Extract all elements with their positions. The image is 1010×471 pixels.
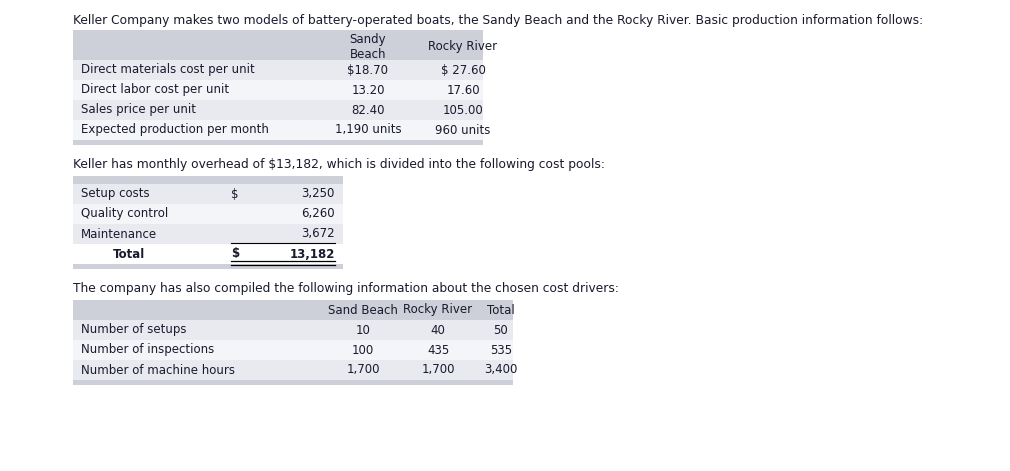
- Text: 13,182: 13,182: [290, 247, 335, 260]
- Text: 3,400: 3,400: [485, 364, 518, 376]
- Bar: [73, 140, 483, 145]
- Bar: [73, 100, 483, 120]
- Text: Total: Total: [487, 303, 515, 317]
- Text: Rocky River: Rocky River: [403, 303, 473, 317]
- Text: Expected production per month: Expected production per month: [81, 123, 269, 137]
- Bar: [73, 120, 483, 140]
- Text: Maintenance: Maintenance: [81, 227, 158, 241]
- Text: Keller Company makes two models of battery-operated boats, the Sandy Beach and t: Keller Company makes two models of batte…: [73, 14, 923, 27]
- Text: Sandy
Beach: Sandy Beach: [349, 33, 386, 61]
- Text: 40: 40: [430, 324, 445, 336]
- Text: Setup costs: Setup costs: [81, 187, 149, 201]
- Text: Total: Total: [113, 247, 145, 260]
- Text: 435: 435: [427, 343, 449, 357]
- Text: 1,190 units: 1,190 units: [334, 123, 401, 137]
- Bar: [73, 380, 513, 385]
- Text: Number of machine hours: Number of machine hours: [81, 364, 235, 376]
- Text: Rocky River: Rocky River: [428, 40, 498, 53]
- Text: $: $: [231, 247, 239, 260]
- Text: $ 27.60: $ 27.60: [440, 64, 486, 76]
- Text: 13.20: 13.20: [351, 83, 385, 97]
- Bar: [73, 264, 343, 269]
- Bar: [73, 80, 483, 100]
- Bar: [73, 184, 343, 204]
- Text: Direct materials cost per unit: Direct materials cost per unit: [81, 64, 255, 76]
- Text: Sand Beach: Sand Beach: [328, 303, 398, 317]
- Text: Number of inspections: Number of inspections: [81, 343, 214, 357]
- Text: Quality control: Quality control: [81, 208, 169, 220]
- Text: Sales price per unit: Sales price per unit: [81, 104, 196, 116]
- Text: 100: 100: [351, 343, 374, 357]
- Bar: [73, 176, 343, 184]
- Bar: [73, 204, 343, 224]
- Bar: [73, 244, 343, 264]
- Text: 6,260: 6,260: [301, 208, 335, 220]
- Text: Number of setups: Number of setups: [81, 324, 187, 336]
- Bar: [73, 60, 483, 80]
- Text: The company has also compiled the following information about the chosen cost dr: The company has also compiled the follow…: [73, 282, 619, 295]
- Text: 1,700: 1,700: [346, 364, 380, 376]
- Text: $: $: [231, 187, 238, 201]
- Text: 10: 10: [356, 324, 371, 336]
- Text: 105.00: 105.00: [442, 104, 484, 116]
- Text: $18.70: $18.70: [347, 64, 389, 76]
- Text: 1,700: 1,700: [421, 364, 454, 376]
- Text: 3,250: 3,250: [302, 187, 335, 201]
- Bar: [73, 340, 513, 360]
- Text: 535: 535: [490, 343, 512, 357]
- Bar: [73, 224, 343, 244]
- Text: Direct labor cost per unit: Direct labor cost per unit: [81, 83, 229, 97]
- Text: 82.40: 82.40: [351, 104, 385, 116]
- Text: 50: 50: [494, 324, 508, 336]
- Text: 17.60: 17.60: [446, 83, 480, 97]
- Bar: [73, 300, 513, 320]
- Text: Keller has monthly overhead of $13,182, which is divided into the following cost: Keller has monthly overhead of $13,182, …: [73, 158, 605, 171]
- Text: 3,672: 3,672: [301, 227, 335, 241]
- Bar: [73, 360, 513, 380]
- Bar: [73, 320, 513, 340]
- Text: 960 units: 960 units: [435, 123, 491, 137]
- Bar: [73, 30, 483, 60]
